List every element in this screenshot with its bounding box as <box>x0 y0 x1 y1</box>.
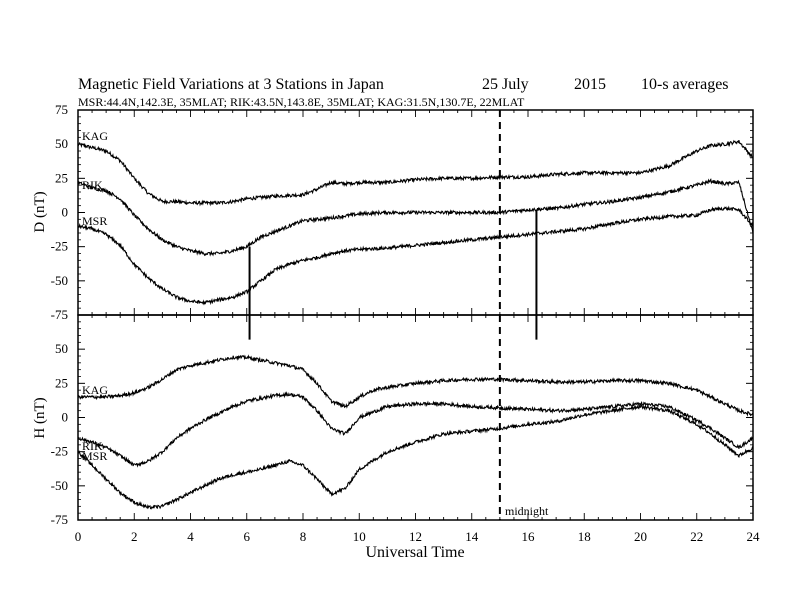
x-tick-label: 16 <box>522 529 536 544</box>
d-panel-ylabel: D (nT) <box>32 191 48 232</box>
series-label-kag: KAG <box>82 383 108 397</box>
x-tick-label: 22 <box>690 529 703 544</box>
x-tick-label: 4 <box>187 529 194 544</box>
x-tick-label: 8 <box>300 529 307 544</box>
y-tick-label-D: -50 <box>51 273 68 288</box>
y-tick-label-D: 50 <box>55 136 68 151</box>
series-line-msr-H <box>77 403 754 510</box>
y-tick-label-D: 0 <box>62 205 69 220</box>
series-line-msr-D <box>77 205 754 306</box>
x-tick-label: 14 <box>465 529 479 544</box>
y-tick-label-H: -75 <box>51 512 68 527</box>
series-label-msr: MSR <box>82 449 107 463</box>
chart-title: Magnetic Field Variations at 3 Stations … <box>78 76 384 93</box>
y-tick-label-H: -25 <box>51 444 68 459</box>
y-tick-label-H: -50 <box>51 478 68 493</box>
chart-year: 2015 <box>574 76 606 93</box>
chart-subtitle: MSR:44.4N,142.3E, 35MLAT; RIK:43.5N,143.… <box>78 95 525 109</box>
series-label-msr: MSR <box>82 214 107 228</box>
x-tick-label: 2 <box>131 529 138 544</box>
series-line-kag-D <box>77 139 754 207</box>
y-tick-label-H: 0 <box>62 410 69 425</box>
series-label-rik: RIK <box>82 439 103 453</box>
x-tick-label: 12 <box>409 529 422 544</box>
chart-averaging: 10-s averages <box>641 76 729 93</box>
x-tick-label: 6 <box>244 529 251 544</box>
chart-date: 25 July <box>482 76 529 93</box>
panel-frame-H <box>77 314 754 521</box>
y-tick-label-D: 25 <box>55 170 68 185</box>
x-tick-label: 20 <box>634 529 647 544</box>
midnight-label: midnight <box>505 504 549 518</box>
series-line-kag-H <box>77 354 754 417</box>
y-tick-label-H: 25 <box>55 375 68 390</box>
x-tick-label: 18 <box>578 529 591 544</box>
series-line-rik-D <box>77 178 754 257</box>
x-tick-label: 0 <box>75 529 82 544</box>
x-tick-label: 24 <box>747 529 761 544</box>
series-label-kag: KAG <box>82 129 108 143</box>
y-tick-label-D: -75 <box>51 307 68 322</box>
series-line-rik-H <box>77 391 754 468</box>
y-tick-label-D: -25 <box>51 239 68 254</box>
x-tick-label: 10 <box>353 529 366 544</box>
y-tick-label-D: 75 <box>55 102 68 117</box>
y-tick-label-H: 50 <box>55 341 68 356</box>
x-axis-label: Universal Time <box>365 544 464 561</box>
series-label-rik: RIK <box>82 178 103 192</box>
h-panel-ylabel: H (nT) <box>32 397 48 438</box>
